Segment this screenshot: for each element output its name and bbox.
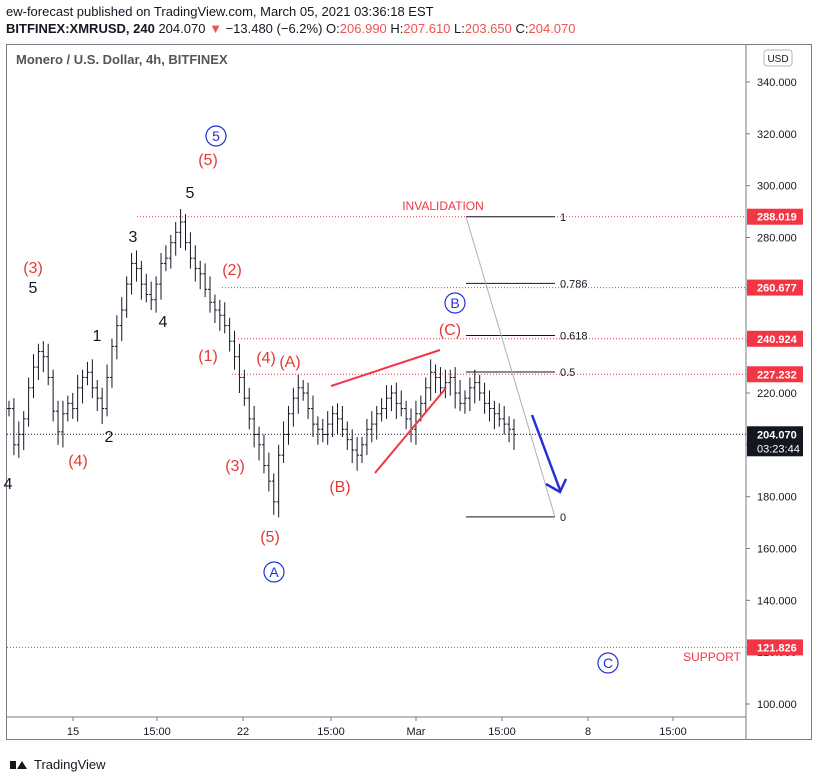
price-label-box bbox=[747, 639, 803, 656]
wave-label: (B) bbox=[329, 479, 350, 496]
symbol-ohlc-line: BITFINEX:XMRUSD, 240 204.070 ▼ −13.480 (… bbox=[6, 21, 576, 36]
countdown-label: 03:23:44 bbox=[757, 443, 800, 455]
open-label: O: bbox=[326, 21, 340, 36]
wave-circle-label: A bbox=[269, 564, 279, 580]
high-label: H: bbox=[390, 21, 404, 36]
wave-label: (3) bbox=[225, 458, 245, 475]
wave-circle-label: B bbox=[450, 295, 459, 311]
price-label: 288.019 bbox=[757, 212, 797, 224]
y-tick-label: 320.000 bbox=[757, 129, 797, 141]
wave-label: 2 bbox=[105, 429, 114, 446]
invalidation-label: INVALIDATION bbox=[402, 199, 484, 213]
upper-trend-line bbox=[330, 349, 441, 387]
price-label-box bbox=[747, 426, 803, 457]
price-label-box bbox=[747, 330, 803, 347]
close-value: 204.070 bbox=[528, 21, 576, 36]
symbol-label: BITFINEX:XMRUSD, 240 bbox=[6, 21, 155, 36]
wave-label: (3) bbox=[23, 260, 43, 277]
fib-level-label: 0.786 bbox=[560, 278, 588, 290]
change-value: −13.480 (−6.2%) bbox=[225, 21, 323, 36]
low-value: 203.650 bbox=[464, 21, 512, 36]
y-tick-label: 100.000 bbox=[757, 699, 797, 711]
x-tick-label: 15 bbox=[67, 726, 79, 738]
wave-label: (A) bbox=[279, 354, 300, 371]
wave-circle-icon bbox=[205, 125, 227, 147]
wave-circle-label: 5 bbox=[212, 128, 220, 144]
last-price: 204.070 bbox=[158, 21, 206, 36]
price-label: 204.070 bbox=[757, 429, 797, 441]
brand-text: TradingView bbox=[34, 757, 106, 772]
fib-level-label: 0.5 bbox=[560, 367, 575, 379]
wave-label: 5 bbox=[186, 185, 195, 202]
tradingview-logo-icon bbox=[10, 759, 28, 771]
wave-label: (C) bbox=[439, 322, 461, 339]
wave-circle-icon bbox=[444, 292, 466, 314]
x-tick-label: Mar bbox=[407, 726, 426, 738]
projection-arrow-head-icon bbox=[545, 478, 568, 494]
x-tick-label: 8 bbox=[585, 726, 591, 738]
support-label: SUPPORT bbox=[683, 650, 741, 664]
wave-label: 5 bbox=[29, 280, 38, 297]
price-label-box bbox=[747, 208, 803, 225]
fib-level-label: 0 bbox=[560, 512, 566, 524]
fib-level-label: 0.618 bbox=[560, 330, 588, 342]
y-tick-label: 340.000 bbox=[757, 77, 797, 89]
x-tick-label: 15:00 bbox=[317, 726, 345, 738]
chart-title: Monero / U.S. Dollar, 4h, BITFINEX bbox=[16, 52, 228, 67]
wave-label: (4) bbox=[68, 453, 88, 470]
price-label: 121.826 bbox=[757, 642, 797, 654]
wave-label: 4 bbox=[159, 314, 168, 331]
price-label: 227.232 bbox=[757, 369, 797, 381]
projection-arrow-line bbox=[530, 414, 562, 491]
lower-trend-line bbox=[374, 387, 447, 474]
x-tick-label: 15:00 bbox=[659, 726, 687, 738]
x-tick-label: 22 bbox=[237, 726, 249, 738]
price-label: 240.924 bbox=[757, 334, 798, 346]
close-label: C: bbox=[515, 21, 529, 36]
tradingview-brand[interactable]: TradingView bbox=[10, 757, 106, 772]
x-tick-label: 15:00 bbox=[143, 726, 171, 738]
high-value: 207.610 bbox=[403, 21, 451, 36]
currency-button-label: USD bbox=[767, 54, 788, 65]
chart-panel[interactable] bbox=[6, 44, 812, 740]
y-tick-label: 220.000 bbox=[757, 388, 797, 400]
low-label: L: bbox=[454, 21, 465, 36]
y-tick-label: 160.000 bbox=[757, 544, 797, 556]
publisher-line: ew-forecast published on TradingView.com… bbox=[6, 4, 434, 19]
x-tick-label: 15:00 bbox=[488, 726, 516, 738]
wave-label: 4 bbox=[4, 476, 13, 493]
wave-label: (2) bbox=[222, 262, 242, 279]
wave-label: (1) bbox=[198, 348, 218, 365]
price-label-box bbox=[747, 366, 803, 383]
y-tick-label: 140.000 bbox=[757, 595, 797, 607]
wave-circle-icon bbox=[263, 561, 285, 583]
down-arrow-icon: ▼ bbox=[209, 21, 222, 36]
price-label-box bbox=[747, 279, 803, 296]
wave-label: (5) bbox=[198, 152, 218, 169]
fib-trend-line bbox=[465, 216, 556, 518]
wave-label: 3 bbox=[129, 229, 138, 246]
wave-circle-label: C bbox=[603, 655, 613, 671]
y-tick-label: 280.000 bbox=[757, 233, 797, 245]
fib-level-label: 1 bbox=[560, 212, 566, 224]
wave-circle-icon bbox=[597, 652, 619, 674]
wave-label: 1 bbox=[93, 328, 102, 345]
wave-label: (4) bbox=[256, 350, 276, 367]
open-value: 206.990 bbox=[339, 21, 387, 36]
currency-button bbox=[763, 49, 793, 67]
y-tick-label: 300.000 bbox=[757, 181, 797, 193]
wave-label: (5) bbox=[260, 529, 280, 546]
price-label: 260.677 bbox=[757, 283, 797, 295]
y-tick-label: 180.000 bbox=[757, 492, 797, 504]
